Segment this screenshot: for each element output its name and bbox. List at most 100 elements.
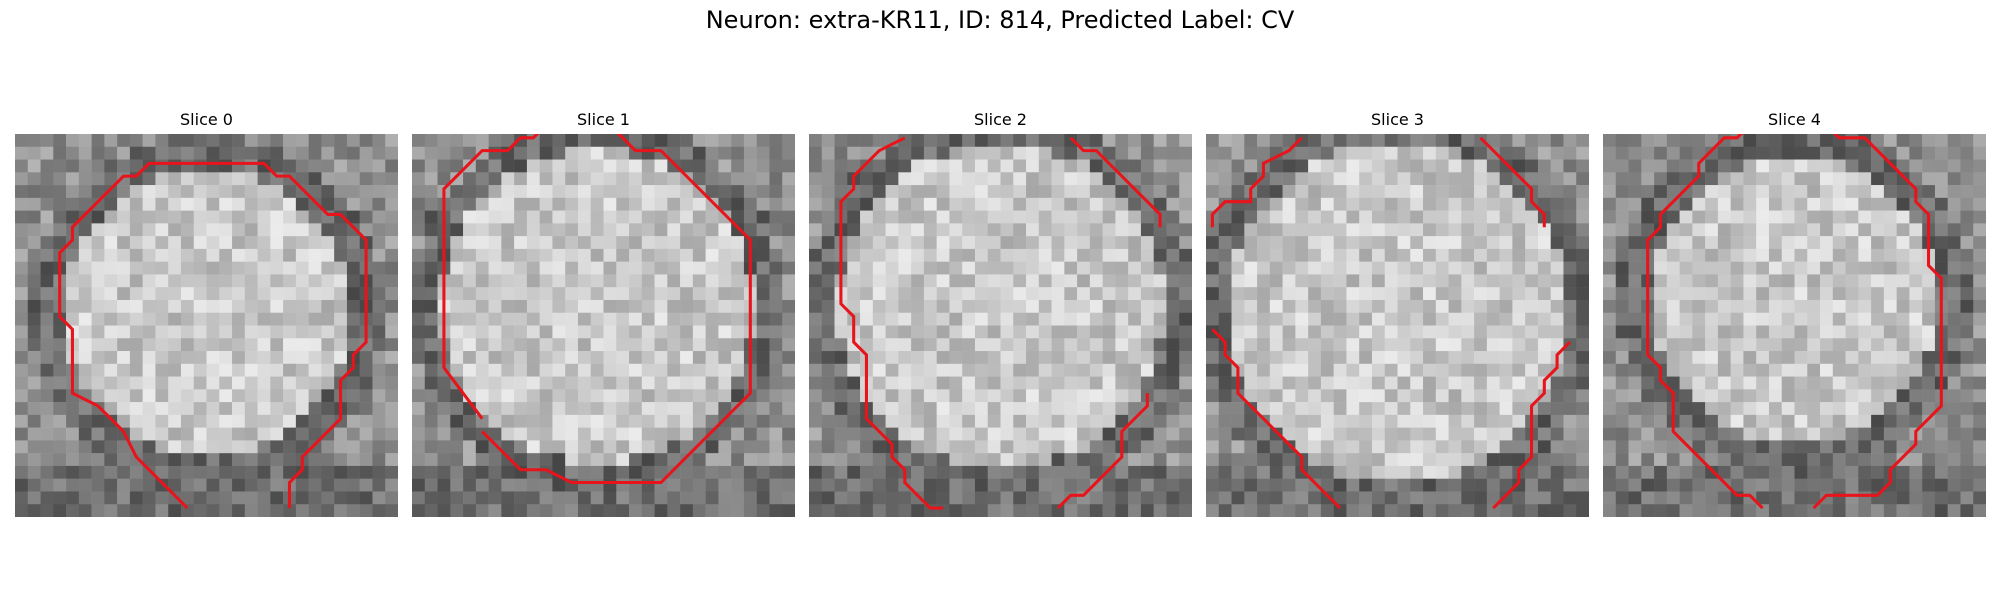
pixel: [1179, 261, 1192, 275]
pixel: [1179, 414, 1192, 428]
pixel: [193, 274, 207, 288]
pixel: [1269, 185, 1283, 199]
pixel: [295, 299, 309, 313]
pixel: [1807, 414, 1821, 428]
pixel: [40, 325, 54, 339]
pixel: [641, 376, 655, 390]
pixel: [1883, 427, 1897, 441]
pixel: [1781, 338, 1795, 352]
pixel: [1166, 478, 1180, 492]
pixel: [359, 210, 373, 224]
pixel: [1781, 134, 1795, 148]
pixel: [718, 491, 732, 505]
pixel: [321, 223, 335, 237]
pixel: [603, 134, 617, 148]
pixel: [1820, 465, 1834, 479]
pixel: [834, 453, 848, 467]
pixel: [1947, 414, 1961, 428]
pixel: [1359, 159, 1373, 173]
pixel: [117, 465, 131, 479]
pixel: [91, 261, 105, 275]
pixel: [1474, 440, 1488, 454]
pixel: [283, 159, 297, 173]
pixel: [346, 402, 360, 416]
pixel: [295, 197, 309, 211]
pixel: [1089, 172, 1103, 186]
pixel: [1768, 312, 1782, 326]
pixel: [463, 299, 477, 313]
pixel: [424, 146, 438, 160]
pixel: [53, 440, 67, 454]
pixel: [590, 159, 604, 173]
pixel: [424, 274, 438, 288]
pixel: [1717, 146, 1731, 160]
pixel: [1128, 210, 1142, 224]
pixel: [872, 325, 886, 339]
pixel: [1717, 363, 1731, 377]
pixel: [692, 465, 706, 479]
pixel: [860, 236, 874, 250]
pixel: [1679, 146, 1693, 160]
pixel: [1781, 402, 1795, 416]
pixel: [346, 453, 360, 467]
pixel: [219, 134, 233, 148]
pixel: [718, 465, 732, 479]
pixel: [1705, 427, 1719, 441]
pixel: [91, 376, 105, 390]
pixel: [718, 351, 732, 365]
pixel: [129, 146, 143, 160]
pixel: [1486, 172, 1500, 186]
pixel: [1231, 325, 1245, 339]
pixel: [1628, 223, 1642, 237]
pixel: [821, 504, 835, 517]
pixel: [539, 146, 553, 160]
pixel: [168, 261, 182, 275]
pixel: [962, 146, 976, 160]
pixel: [372, 312, 386, 326]
pixel: [1883, 185, 1897, 199]
pixel: [219, 478, 233, 492]
pixel: [743, 134, 757, 148]
pixel: [692, 338, 706, 352]
pixel: [1845, 376, 1859, 390]
pixel: [885, 261, 899, 275]
pixel: [590, 491, 604, 505]
pixel: [1692, 185, 1706, 199]
pixel: [91, 351, 105, 365]
pixel: [180, 376, 194, 390]
pixel: [1909, 312, 1923, 326]
pixel: [244, 402, 258, 416]
pixel: [488, 453, 502, 467]
pixel: [1244, 312, 1258, 326]
pixel: [629, 376, 643, 390]
pixel: [1064, 402, 1078, 416]
pixel: [1756, 351, 1770, 365]
pixel: [1140, 504, 1154, 517]
pixel: [718, 248, 732, 262]
pixel: [1115, 504, 1129, 517]
pixel: [1257, 299, 1271, 313]
pixel: [1371, 465, 1385, 479]
pixel: [1717, 299, 1731, 313]
pixel: [641, 389, 655, 403]
pixel: [680, 325, 694, 339]
pixel: [193, 210, 207, 224]
pixel: [257, 465, 271, 479]
pixel: [40, 261, 54, 275]
pixel: [603, 236, 617, 250]
pixel: [1448, 236, 1462, 250]
pixel: [1743, 146, 1757, 160]
pixel: [66, 236, 80, 250]
pixel: [1692, 453, 1706, 467]
pixel: [834, 389, 848, 403]
pixel: [1397, 274, 1411, 288]
pixel: [308, 223, 322, 237]
pixel: [1717, 440, 1731, 454]
pixel: [565, 299, 579, 313]
pixel: [180, 389, 194, 403]
pixel: [1140, 159, 1154, 173]
pixel: [1257, 440, 1271, 454]
panel-title: Slice 2: [974, 110, 1027, 129]
pixel: [1474, 210, 1488, 224]
pixel: [974, 351, 988, 365]
